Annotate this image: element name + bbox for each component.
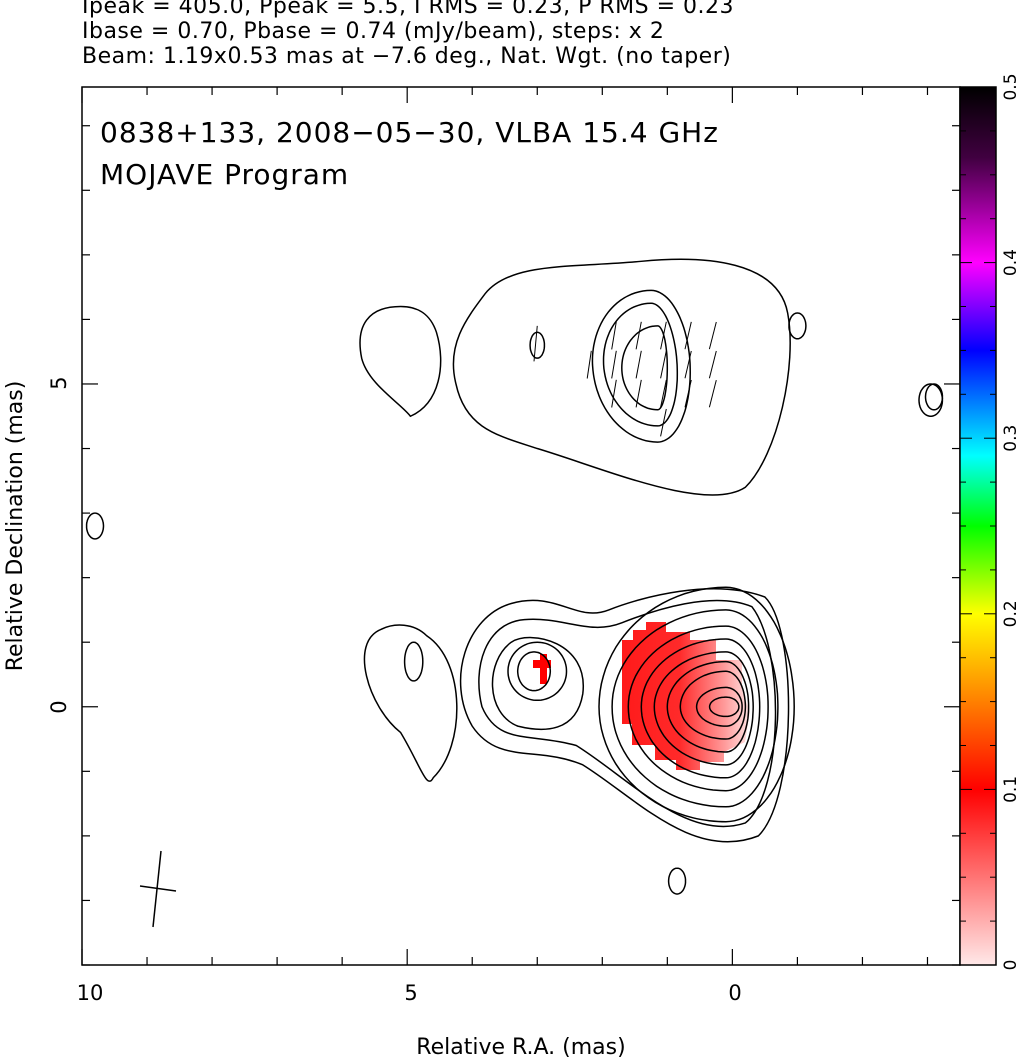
polarization-vector-4 (611, 321, 617, 350)
header-line-base: Ibase = 0.70, Pbase = 0.74 (mJy/beam), s… (82, 19, 665, 44)
polarization-vector-17 (708, 321, 717, 350)
contour-north-level-2 (591, 289, 691, 443)
polarization-vector-6 (635, 350, 642, 379)
polarization-vector-5 (635, 379, 642, 408)
contour-core-level-3 (627, 625, 769, 792)
contour-far-knot-outer (363, 624, 458, 782)
polarization-region (622, 622, 750, 770)
contour-core-level-2 (611, 609, 779, 808)
contour-north-level-4 (621, 325, 669, 411)
contour-isolated-east-outer (918, 383, 944, 418)
header-line-peak: Ipeak = 405.0, Ppeak = 5.5, I RMS = 0.23… (82, 0, 734, 19)
header-text: Ipeak = 405.0, Ppeak = 5.5, I RMS = 0.23… (82, 0, 1012, 69)
polarization-vector-8 (660, 408, 667, 437)
contour-isolated-2 (924, 383, 944, 411)
polarization-vector-14 (684, 321, 692, 350)
x-tick-label-0: 0 (728, 981, 741, 1005)
contour-core-level-9 (708, 696, 740, 718)
colorbar-tick-label-4: 0.4 (1001, 249, 1021, 276)
polarization-vector-10 (660, 350, 667, 379)
colorbar-tick-label-2: 0.2 (1001, 600, 1021, 627)
polarization-vector-small-knot (533, 325, 538, 362)
colorbar-tick-label-5: 0.5 (1001, 73, 1021, 100)
contour-north-level-3 (602, 302, 679, 427)
contour-core-level-8 (695, 686, 743, 727)
plot-title: 0838+133, 2008−05−30, VLBA 15.4 GHz (100, 116, 719, 149)
beam-minor-axis (139, 885, 177, 892)
y-tick-label-5: 5 (47, 376, 71, 389)
polarization-vector-11 (660, 321, 667, 350)
contour-small-knot-north (529, 331, 546, 359)
contour-north-outer (452, 258, 791, 496)
polarization-vector-1 (586, 350, 592, 379)
colorbar-tick-label-3: 0.3 (1001, 425, 1021, 452)
contour-core-level-1 (598, 586, 795, 823)
colorbar-ticks (960, 86, 996, 966)
polarization-vector-16 (708, 350, 717, 379)
contour-isolated-3 (667, 867, 687, 895)
polarization-vector-9 (660, 379, 667, 408)
header-line-beam: Beam: 1.19x0.53 mas at −7.6 deg., Nat. W… (82, 44, 732, 69)
polarization-vector-2 (611, 379, 617, 408)
polarization-vector-13 (684, 350, 692, 379)
contour-core-level-4 (640, 638, 761, 779)
contour-jet-envelope-outer (459, 588, 790, 843)
x-tick-label-10: 10 (77, 981, 104, 1005)
polarization-vector-7 (635, 321, 642, 350)
contour-far-knot-inner (403, 641, 424, 682)
x-axis-label: Relative R.A. (mas) (416, 1035, 625, 1060)
colorbar-tick-label-0: 0 (1001, 960, 1021, 971)
plot-subtitle: MOJAVE Program (100, 158, 349, 191)
polarization-image (533, 622, 750, 770)
polarization-vector-12 (684, 379, 692, 408)
contour-isolated-1 (85, 512, 105, 540)
contour-core-level-7 (679, 670, 747, 740)
polarization-vectors (533, 321, 717, 437)
polarization-vector-3 (611, 350, 617, 379)
contour-jet-knot-level-4 (507, 641, 568, 702)
contour-jet-knot-level-5 (516, 651, 552, 692)
axis-ticks (81, 87, 960, 966)
y-axis-label: Relative Declination (mas) (3, 381, 28, 672)
plot-frame (81, 86, 961, 966)
contour-jet-knot-level-3 (491, 636, 584, 731)
contour-core-level-6 (666, 660, 750, 753)
x-tick-label-5: 5 (404, 981, 417, 1005)
contour-core-level-5 (653, 651, 754, 766)
colorbar-tick-label-1: 0.1 (1001, 776, 1021, 803)
contour-layer (85, 258, 944, 895)
colorbar-labels: 0 0.1 0.2 0.3 0.4 0.5 (1001, 73, 1021, 970)
jet-knot-polarization (533, 654, 551, 684)
contour-jet-envelope-2 (478, 599, 777, 828)
contour-isolated-4 (788, 312, 807, 340)
y-tick-label-0: 0 (47, 700, 71, 713)
polarization-vector-15 (708, 379, 717, 408)
beam-marker (139, 850, 177, 928)
contour-north-west-knot (359, 305, 442, 418)
